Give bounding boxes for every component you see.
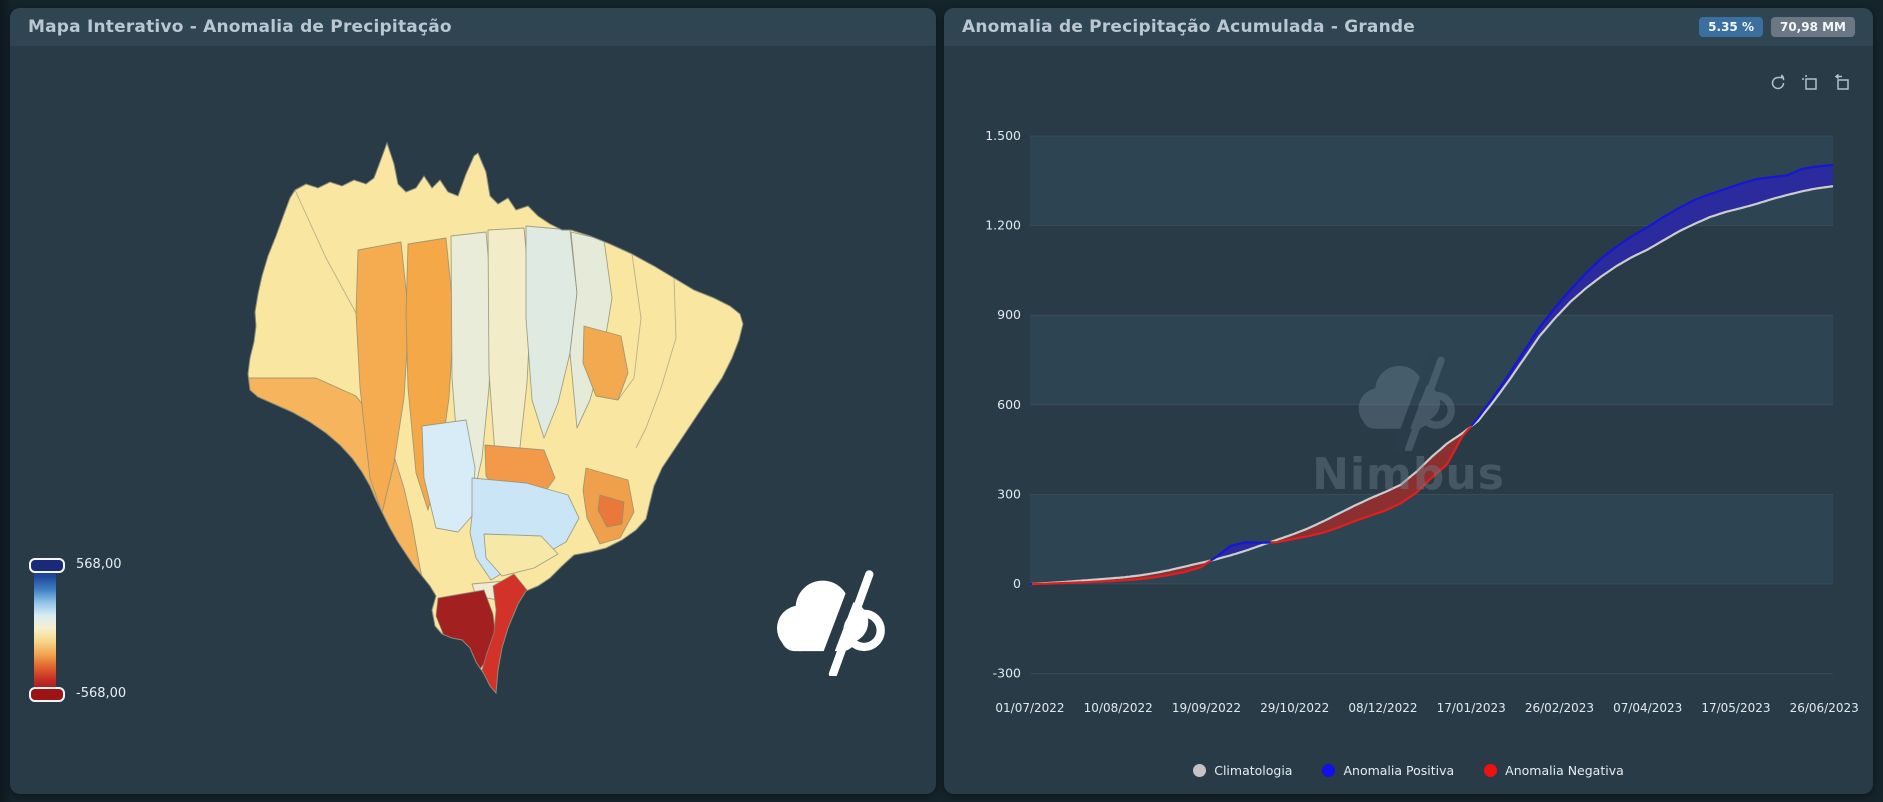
anomalia-positiva-label: Anomalia Positiva	[1343, 763, 1455, 778]
brazil-map[interactable]	[246, 138, 746, 698]
x-tick-label: 26/02/2023	[1525, 701, 1594, 715]
chart-toolbox	[1769, 74, 1851, 92]
legend-min-pill	[29, 687, 65, 702]
chart-panel-title: Anomalia de Precipitação Acumulada - Gra…	[962, 17, 1415, 37]
anomalia-positiva-line	[1470, 163, 1834, 427]
chart-legend: Climatologia Anomalia Positiva Anomalia …	[944, 763, 1873, 778]
anomalia-negativa-line	[1032, 559, 1212, 586]
refresh-icon[interactable]	[1769, 74, 1787, 92]
map-region-blue-upper[interactable]	[421, 419, 476, 533]
anomalia-positiva-dot-icon	[1322, 764, 1336, 777]
anomaly-fill-positive	[1471, 165, 1833, 427]
map-region-se-orange-dark[interactable]	[597, 494, 625, 528]
chart-panel: Anomalia de Precipitação Acumulada - Gra…	[944, 8, 1873, 794]
anomaly-fill-negative	[1032, 560, 1211, 584]
anomalia-negativa-line	[1270, 425, 1473, 544]
map-region-red-coastal[interactable]	[481, 573, 528, 694]
plot-band	[1030, 494, 1833, 584]
legend-max-pill	[29, 558, 65, 573]
map-outline	[247, 141, 744, 695]
zoom-select-icon[interactable]	[1801, 74, 1819, 92]
anomaly-percent-badge: 5.35 %	[1699, 16, 1763, 38]
y-tick-label: 600	[997, 397, 1021, 412]
map-region-madeira[interactable]	[355, 241, 410, 514]
legend-min-label: -568,00	[76, 686, 127, 701]
x-tick-label: 01/07/2022	[995, 701, 1064, 715]
chart-panel-header: Anomalia de Precipitação Acumulada - Gra…	[944, 8, 1873, 46]
map-inner-borders	[294, 189, 677, 449]
x-tick-label: 10/08/2022	[1084, 701, 1153, 715]
anomalia-positiva-line	[1210, 541, 1271, 562]
x-tick-label: 17/01/2023	[1437, 701, 1506, 715]
x-tick-label: 17/05/2023	[1701, 701, 1770, 715]
y-tick-label: -300	[993, 666, 1021, 681]
chart-panel-body: 1.500 1.200 900 600 300 0 -300 01/07/2022 10/08/…	[944, 46, 1873, 794]
map-panel-header: Mapa Interativo - Anomalia de Precipitaç…	[10, 8, 936, 46]
legend-item-anomalia-positiva[interactable]: Anomalia Positiva	[1322, 763, 1454, 778]
chart-badges: 5.35 % 70,98 MM	[1699, 16, 1855, 38]
y-tick-label: 1.200	[985, 218, 1021, 233]
anomaly-mm-badge: 70,98 MM	[1770, 16, 1855, 38]
chart-canvas[interactable]: 1.500 1.200 900 600 300 0 -300 01/07/2022 10/08/…	[944, 46, 1873, 794]
x-tick-label: 08/12/2022	[1348, 701, 1417, 715]
legend-max-label: 568,00	[76, 557, 122, 572]
anomalia-negativa-label: Anomalia Negativa	[1505, 763, 1624, 778]
map-panel: Mapa Interativo - Anomalia de Precipitaç…	[10, 8, 936, 794]
legend-item-anomalia-negativa[interactable]: Anomalia Negativa	[1484, 763, 1624, 778]
x-tick-label: 07/04/2023	[1613, 701, 1682, 715]
map-panel-body: 568,00 -568,00	[10, 46, 936, 794]
nimbus-logo-icon	[777, 565, 885, 676]
map-region-araguaia[interactable]	[525, 225, 578, 439]
plot-band	[1030, 315, 1833, 405]
map-color-legend: 568,00 -568,00	[28, 554, 148, 714]
climatologia-label: Climatologia	[1214, 763, 1293, 778]
map-region-south-yellow[interactable]	[483, 533, 559, 577]
y-tick-label: 300	[997, 486, 1021, 501]
x-tick-label: 29/10/2022	[1260, 701, 1329, 715]
map-panel-title: Mapa Interativo - Anomalia de Precipitaç…	[28, 17, 452, 37]
climatologia-dot-icon	[1193, 764, 1207, 777]
anomalia-negativa-dot-icon	[1484, 764, 1498, 777]
y-tick-label: 900	[997, 307, 1021, 322]
legend-item-climatologia[interactable]: Climatologia	[1193, 763, 1292, 778]
climatologia-line	[1029, 185, 1834, 586]
y-tick-label: 0	[1013, 576, 1021, 591]
x-tick-label: 19/09/2022	[1172, 701, 1241, 715]
y-tick-label: 1.500	[985, 128, 1021, 143]
zoom-reset-icon[interactable]	[1833, 74, 1851, 92]
legend-gradient-bar	[34, 564, 56, 692]
x-tick-label: 26/06/2023	[1790, 701, 1859, 715]
